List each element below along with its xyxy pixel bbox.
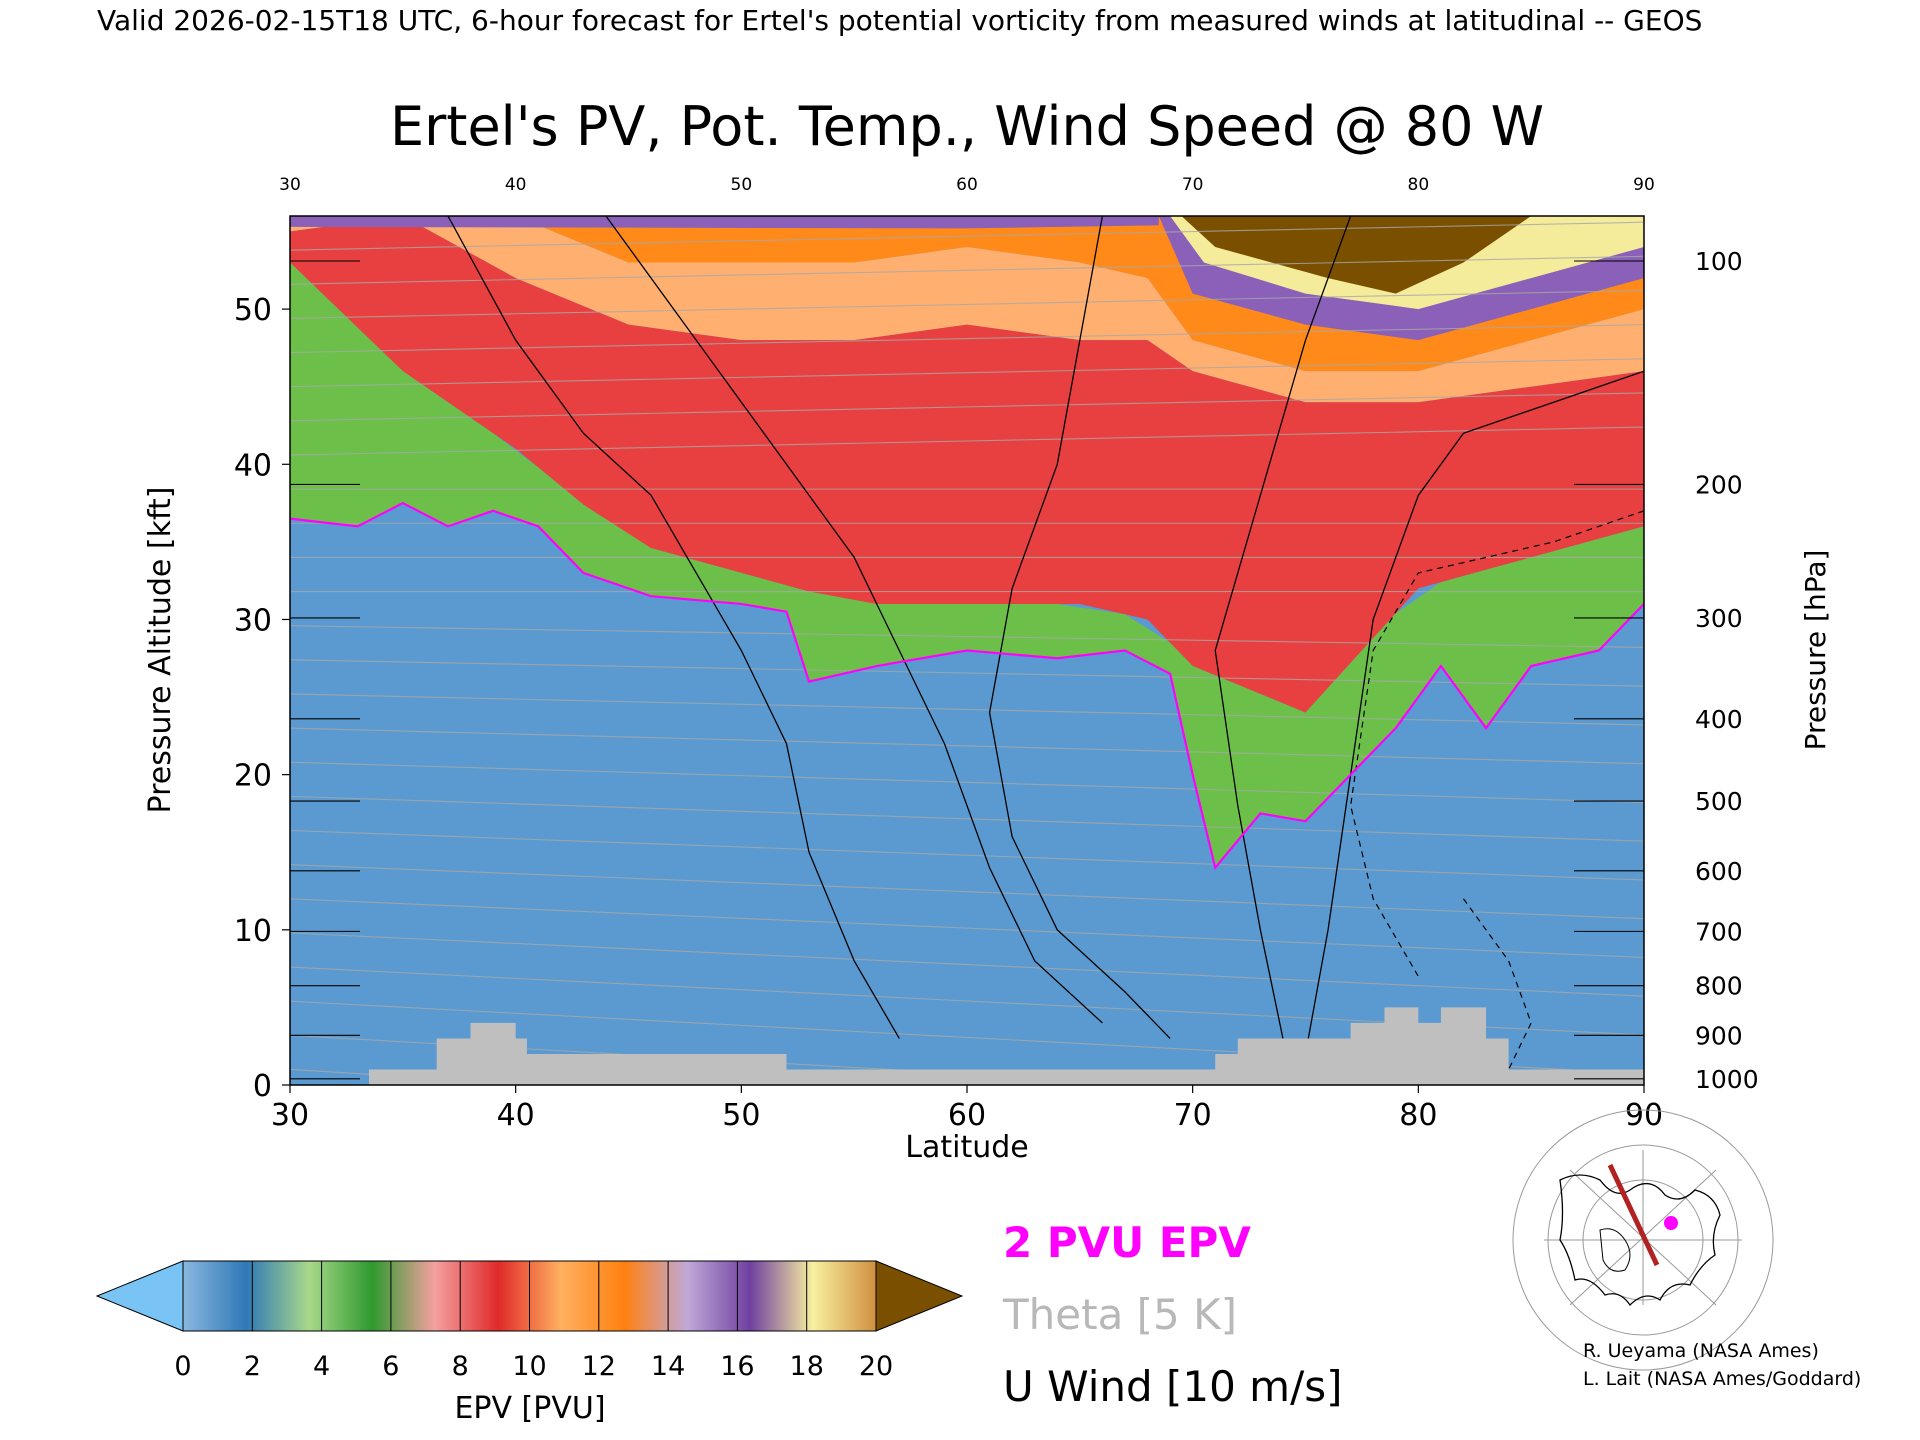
locator-map — [1512, 1109, 1774, 1371]
pressure-tick-label: 100 — [1695, 247, 1743, 276]
colorbar: 0 2 4 6 8 10 12 14 16 18 20 — [95, 1260, 964, 1382]
colorbar-tick-label: 18 — [790, 1351, 824, 1382]
theta-contours — [290, 221, 1644, 1085]
pressure-tick-label: 900 — [1695, 1021, 1743, 1050]
colorbar-over-arrow — [875, 1260, 964, 1332]
credit-line-2: L. Lait (NASA Ames/Goddard) — [1583, 1368, 1862, 1390]
terrain — [290, 1007, 1644, 1085]
pressure-tick-label: 1000 — [1695, 1065, 1759, 1094]
x-tick-label-top: 30 — [279, 175, 301, 195]
layer-red — [290, 216, 1644, 713]
y-tick-label: 0 — [253, 1069, 272, 1104]
y-tick-label: 30 — [234, 603, 272, 638]
x-tick-label: 40 — [497, 1098, 535, 1133]
x-tick-label: 50 — [722, 1098, 760, 1133]
pressure-tick-label: 300 — [1695, 604, 1743, 633]
pressure-tick-label: 800 — [1695, 972, 1743, 1001]
x-tick-label: 70 — [1174, 1098, 1212, 1133]
colorbar-tick-label: 6 — [382, 1351, 399, 1382]
x-tick-label-top: 40 — [505, 175, 527, 195]
colorbar-tick-label: 0 — [174, 1351, 191, 1382]
credit-line-1: R. Ueyama (NASA Ames) — [1583, 1340, 1819, 1362]
tropopause-2pvu-line — [290, 501, 1644, 871]
layer-top-purple — [290, 216, 1159, 229]
legend-2pvu: 2 PVU EPV — [1003, 1218, 1251, 1267]
colorbar-label: EPV [PVU] — [454, 1391, 605, 1426]
layer-green — [290, 262, 1644, 868]
colorbar-under-arrow — [95, 1260, 184, 1332]
colorbar-tick-label: 2 — [244, 1351, 261, 1382]
y-axis-label-right: Pressure [hPa] — [1799, 550, 1832, 751]
x-tick-label-top: 90 — [1633, 175, 1655, 195]
pressure-tick-label: 700 — [1695, 917, 1743, 946]
pressure-tick-label: 200 — [1695, 470, 1743, 499]
colorbar-tick-label: 12 — [582, 1351, 616, 1382]
colorbar-tick-label: 8 — [452, 1351, 469, 1382]
layer-light-orange — [290, 216, 1644, 403]
legend-theta: Theta [5 K] — [1003, 1290, 1238, 1339]
x-tick-label-top: 60 — [956, 175, 978, 195]
x-tick-label: 80 — [1399, 1098, 1437, 1133]
colorbar-tick-label: 16 — [720, 1351, 754, 1382]
pressure-tick-label: 500 — [1695, 787, 1743, 816]
x-tick-label-top: 80 — [1408, 175, 1430, 195]
colorbar-tick-label: 20 — [859, 1351, 893, 1382]
y-tick-label: 10 — [234, 914, 272, 949]
layer-brown — [1181, 216, 1532, 294]
pressure-tick-label: 400 — [1695, 705, 1743, 734]
x-tick-label-top: 50 — [731, 175, 753, 195]
x-tick-label: 90 — [1625, 1098, 1663, 1133]
x-tick-label: 30 — [271, 1098, 309, 1133]
axes: 3030404050506060707080809090010203040501… — [234, 175, 1759, 1133]
y-tick-label: 50 — [234, 293, 272, 328]
valid-line: Valid 2026-02-15T18 UTC, 6-hour forecast… — [97, 4, 1702, 37]
x-axis-label: Latitude — [905, 1130, 1028, 1165]
y-tick-label: 40 — [234, 448, 272, 483]
plot-area — [289, 215, 1645, 1086]
colorbar-tick-label: 4 — [313, 1351, 330, 1382]
colorbar-tick-label: 10 — [512, 1351, 546, 1382]
colorbar-tick-label: 14 — [651, 1351, 685, 1382]
u-wind-contours — [447, 216, 1644, 1070]
x-tick-label: 60 — [948, 1098, 986, 1133]
x-tick-label-top: 70 — [1182, 175, 1204, 195]
chart-title: Ertel's PV, Pot. Temp., Wind Speed @ 80 … — [390, 95, 1544, 158]
y-axis-label-left: Pressure Altitude [kft] — [143, 487, 178, 814]
legend-u-wind: U Wind [10 m/s] — [1003, 1362, 1343, 1411]
y-tick-label: 20 — [234, 759, 272, 794]
pressure-tick-label: 600 — [1695, 857, 1743, 886]
